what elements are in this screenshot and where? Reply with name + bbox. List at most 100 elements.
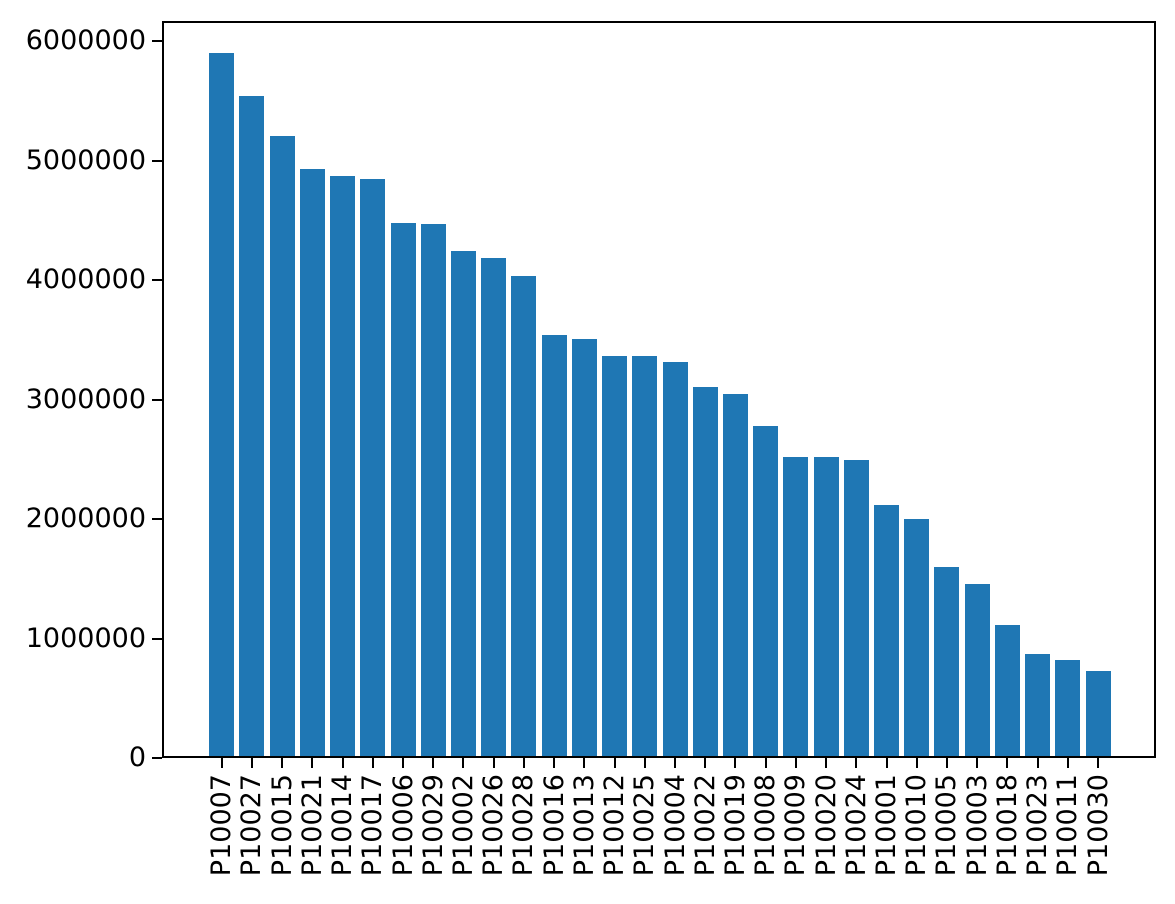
bar-P10029 xyxy=(420,224,446,756)
x-tick-label: P10017 xyxy=(357,774,389,877)
bar-P10016 xyxy=(541,335,567,756)
x-tick-label: P10007 xyxy=(206,774,238,877)
x-tick-label: P10010 xyxy=(901,774,933,877)
x-tick-label: P10003 xyxy=(961,774,993,877)
bar-P10011 xyxy=(1055,660,1081,756)
x-tick-label: P10018 xyxy=(991,774,1023,877)
x-tick-mark xyxy=(915,758,918,768)
x-tick-label: P10030 xyxy=(1082,774,1114,877)
y-tick-label: 1000000 xyxy=(25,622,146,654)
x-tick-mark xyxy=(945,758,948,768)
bar-P10020 xyxy=(813,457,839,756)
x-tick-mark xyxy=(1006,758,1009,768)
x-tick-label: P10005 xyxy=(931,774,963,877)
x-tick-label: P10002 xyxy=(447,774,479,877)
x-tick-label: P10013 xyxy=(568,774,600,877)
x-tick-mark xyxy=(371,758,374,768)
x-tick-mark xyxy=(492,758,495,768)
y-tick-label: 0 xyxy=(128,742,146,773)
x-tick-label: P10015 xyxy=(266,774,298,877)
bar-P10003 xyxy=(964,584,990,756)
x-tick-mark xyxy=(704,758,707,768)
x-tick-mark xyxy=(402,758,405,768)
y-tick-label: 6000000 xyxy=(25,25,146,57)
x-tick-mark xyxy=(341,758,344,768)
x-tick-mark xyxy=(250,758,253,768)
bar-P10014 xyxy=(330,176,356,756)
x-tick-mark xyxy=(976,758,979,768)
y-tick-mark xyxy=(152,398,162,401)
bar-P10030 xyxy=(1085,671,1111,756)
bar-P10004 xyxy=(662,362,688,756)
bar-P10027 xyxy=(239,96,265,756)
bar-P10007 xyxy=(209,53,235,756)
bar-P10025 xyxy=(632,356,658,756)
x-tick-mark xyxy=(220,758,223,768)
x-tick-mark xyxy=(311,758,314,768)
bar-P10009 xyxy=(783,457,809,756)
bar-P10026 xyxy=(481,258,507,756)
x-tick-mark xyxy=(794,758,797,768)
bar-P10006 xyxy=(390,223,416,756)
y-tick-label: 3000000 xyxy=(25,383,146,415)
y-tick-mark xyxy=(152,757,162,759)
x-tick-mark xyxy=(855,758,858,768)
x-tick-label: P10028 xyxy=(508,774,540,877)
bar-P10002 xyxy=(450,251,476,756)
x-tick-label: P10009 xyxy=(780,774,812,877)
y-tick-mark xyxy=(152,279,162,282)
x-tick-label: P10019 xyxy=(719,774,751,877)
x-tick-mark xyxy=(553,758,556,768)
x-tick-label: P10021 xyxy=(296,774,328,877)
x-tick-label: P10001 xyxy=(871,774,903,877)
bar-P10019 xyxy=(722,394,748,756)
x-tick-label: P10024 xyxy=(840,774,872,877)
x-tick-mark xyxy=(281,758,284,768)
bar-P10010 xyxy=(904,519,930,756)
x-tick-label: P10016 xyxy=(538,774,570,877)
x-tick-label: P10012 xyxy=(599,774,631,877)
x-tick-mark xyxy=(583,758,586,768)
x-tick-mark xyxy=(764,758,767,768)
x-tick-mark xyxy=(522,758,525,768)
x-tick-label: P10026 xyxy=(478,774,510,877)
y-tick-mark xyxy=(152,518,162,521)
bar-P10023 xyxy=(1025,654,1051,756)
x-tick-mark xyxy=(643,758,646,768)
bar-P10013 xyxy=(571,339,597,756)
x-tick-label: P10011 xyxy=(1052,774,1084,877)
bar-P10018 xyxy=(994,625,1020,756)
x-tick-mark xyxy=(1066,758,1069,768)
y-tick-label: 4000000 xyxy=(25,264,146,296)
x-tick-label: P10014 xyxy=(327,774,359,877)
y-tick-label: 5000000 xyxy=(25,144,146,176)
x-tick-mark xyxy=(734,758,737,768)
bar-P10005 xyxy=(934,567,960,756)
bar-P10017 xyxy=(360,179,386,756)
y-tick-label: 2000000 xyxy=(25,503,146,535)
y-tick-mark xyxy=(152,40,162,43)
bar-P10015 xyxy=(269,136,295,756)
x-tick-mark xyxy=(462,758,465,768)
x-tick-label: P10006 xyxy=(387,774,419,877)
x-tick-label: P10023 xyxy=(1022,774,1054,877)
bar-P10012 xyxy=(602,356,628,756)
x-tick-mark xyxy=(674,758,676,768)
bar-P10001 xyxy=(874,505,900,756)
y-tick-mark xyxy=(152,637,162,640)
x-tick-mark xyxy=(1036,758,1039,768)
x-tick-label: P10022 xyxy=(689,774,721,877)
bar-P10028 xyxy=(511,276,537,756)
plot-area xyxy=(162,21,1156,758)
x-tick-label: P10008 xyxy=(750,774,782,877)
x-tick-mark xyxy=(885,758,888,768)
x-tick-label: P10020 xyxy=(810,774,842,877)
bar-P10022 xyxy=(692,387,718,756)
x-tick-mark xyxy=(613,758,616,768)
bar-P10021 xyxy=(299,169,325,756)
x-tick-mark xyxy=(1097,758,1100,768)
x-tick-label: P10025 xyxy=(629,774,661,877)
x-tick-label: P10004 xyxy=(659,774,691,877)
x-tick-label: P10027 xyxy=(236,774,268,877)
